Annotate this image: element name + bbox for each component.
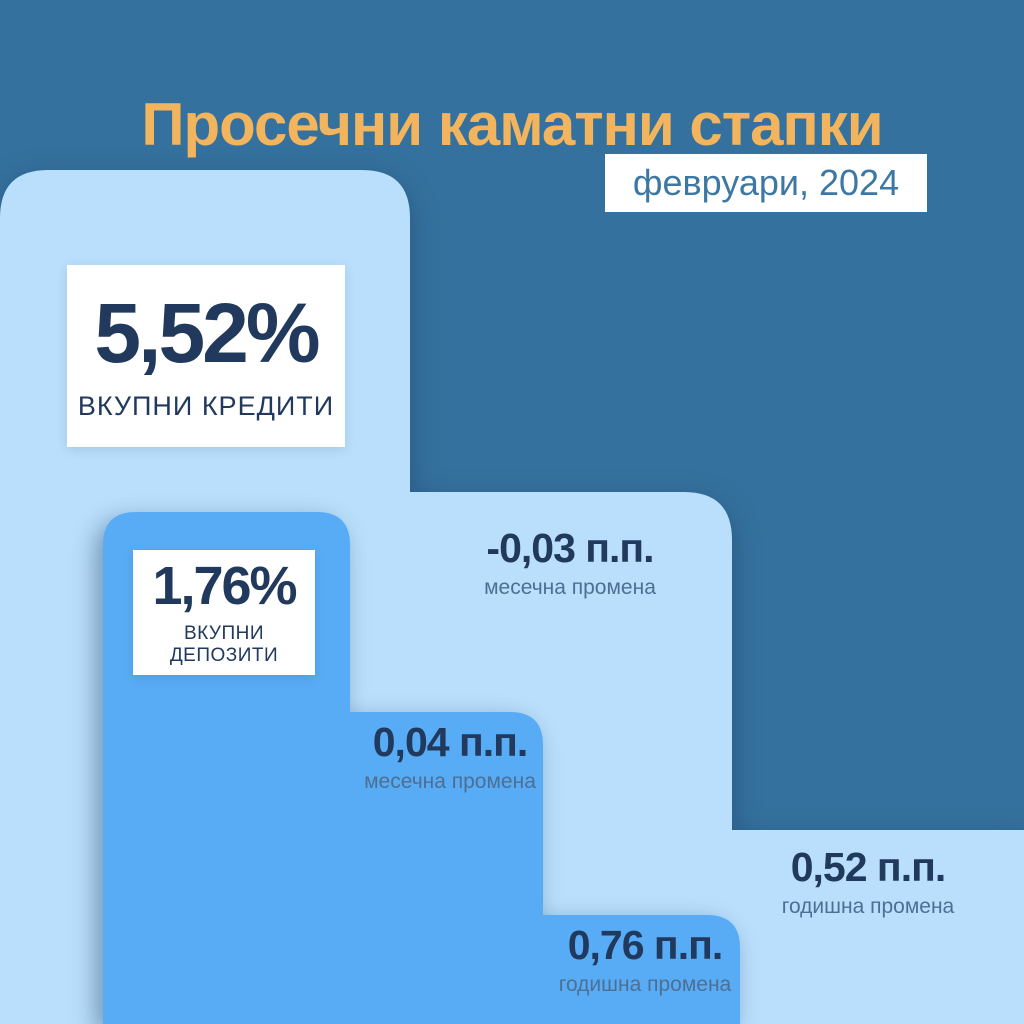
date-badge-text: февруари, 2024 — [632, 162, 900, 203]
loans-rate-value: 5,52% — [94, 285, 320, 380]
deposits-rate-value: 1,76% — [152, 555, 297, 616]
deposits-yearly-change-label: годишна промена — [558, 973, 732, 996]
loans-monthly-change-value: -0,03 п.п. — [486, 525, 654, 571]
loans-monthly-change: -0,03 п.п. месечна промена — [484, 528, 656, 600]
loans-yearly-change-label: годишна промена — [781, 895, 955, 918]
deposits-monthly-change-value: 0,04 п.п. — [372, 719, 528, 765]
deposits-rate-label: ВКУПНИ ДЕПОЗИТИ — [169, 622, 279, 666]
loans-monthly-change-label: месечна промена — [484, 576, 656, 599]
page-title: Просечни каматни стапки — [141, 91, 883, 158]
deposits-monthly-change-label: месечна промена — [364, 770, 536, 793]
date-badge: февруари, 2024 — [605, 154, 927, 212]
loans-rate-label: ВКУПНИ КРЕДИТИ — [77, 390, 335, 421]
deposits-yearly-change-value: 0,76 п.п. — [567, 922, 724, 968]
deposits-card: 1,76% ВКУПНИ ДЕПОЗИТИ — [133, 550, 315, 675]
loans-yearly-change: 0,52 п.п. годишна промена — [782, 847, 954, 919]
loans-card: 5,52% ВКУПНИ КРЕДИТИ — [67, 265, 345, 447]
deposits-yearly-change: 0,76 п.п. годишна промена — [559, 925, 731, 997]
loans-yearly-change-value: 0,52 п.п. — [790, 844, 947, 890]
deposits-monthly-change: 0,04 п.п. месечна промена — [364, 722, 536, 794]
